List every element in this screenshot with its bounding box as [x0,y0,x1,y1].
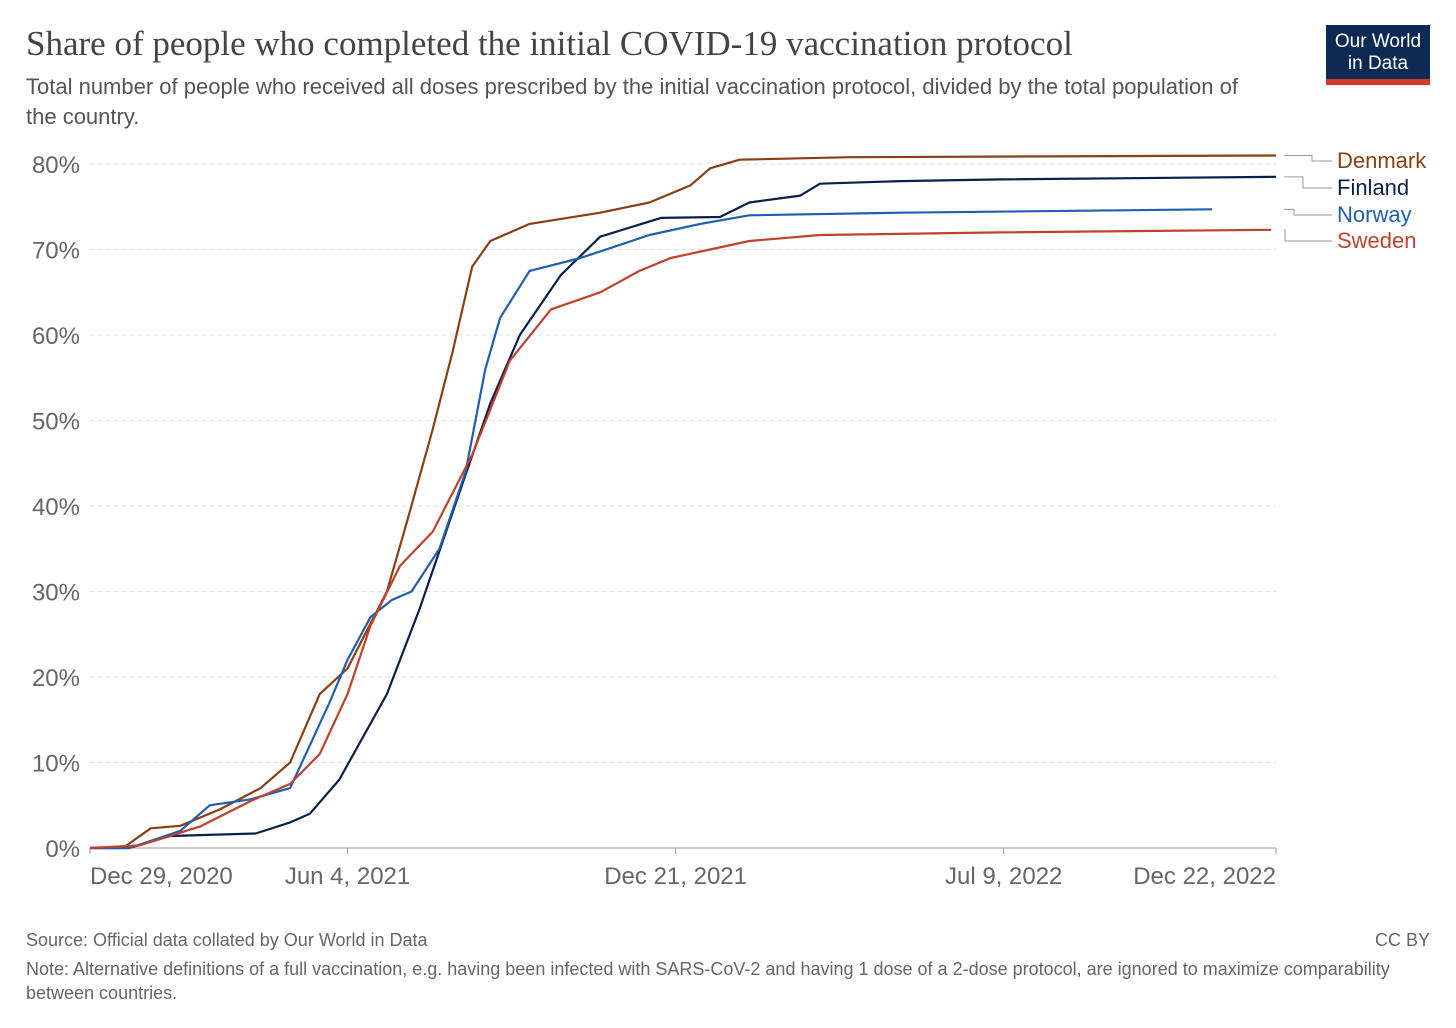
chart-title: Share of people who completed the initia… [26,24,1073,63]
x-tick-label: Jun 4, 2021 [285,863,410,890]
license-link[interactable]: CC BY [1374,930,1430,950]
legend-label-denmark: Denmark [1337,148,1427,173]
logo-line1: Our World [1334,31,1422,52]
x-tick-label: Dec 22, 2022 [1133,863,1276,890]
owid-logo[interactable]: Our World in Data [1326,25,1430,85]
y-tick-label: 60% [32,323,80,350]
x-tick-label: Dec 21, 2021 [604,863,747,890]
legend-connector [1284,208,1332,216]
y-tick-label: 20% [32,665,80,692]
series-line-denmark [90,154,1277,850]
y-tick-label: 40% [32,494,80,521]
source-text: Source: Official data collated by Our Wo… [26,930,428,950]
y-tick-label: 50% [32,409,80,436]
legend-connector [1284,154,1332,162]
x-tick-label: Dec 29, 2020 [90,863,233,890]
note-text: Note: Alternative definitions of a full … [26,959,1390,1003]
y-tick-label: 70% [32,238,80,265]
y-tick-label: 10% [32,751,80,778]
legend-label-finland: Finland [1337,175,1409,200]
legend-connector [1284,229,1332,242]
y-tick-label: 30% [32,580,80,607]
legend-connector [1284,176,1332,189]
series-line-sweden [89,228,1272,850]
chart-subtitle: Total number of people who received all … [26,74,1238,129]
x-tick-label: Jul 9, 2022 [945,863,1062,890]
y-tick-label: 0% [45,836,80,863]
series-line-norway [90,208,1213,850]
legend-label-norway: Norway [1337,202,1412,227]
series-line-finland [90,175,1277,850]
y-tick-label: 80% [32,152,80,179]
logo-line2: in Data [1347,53,1409,74]
legend-label-sweden: Sweden [1337,228,1417,253]
